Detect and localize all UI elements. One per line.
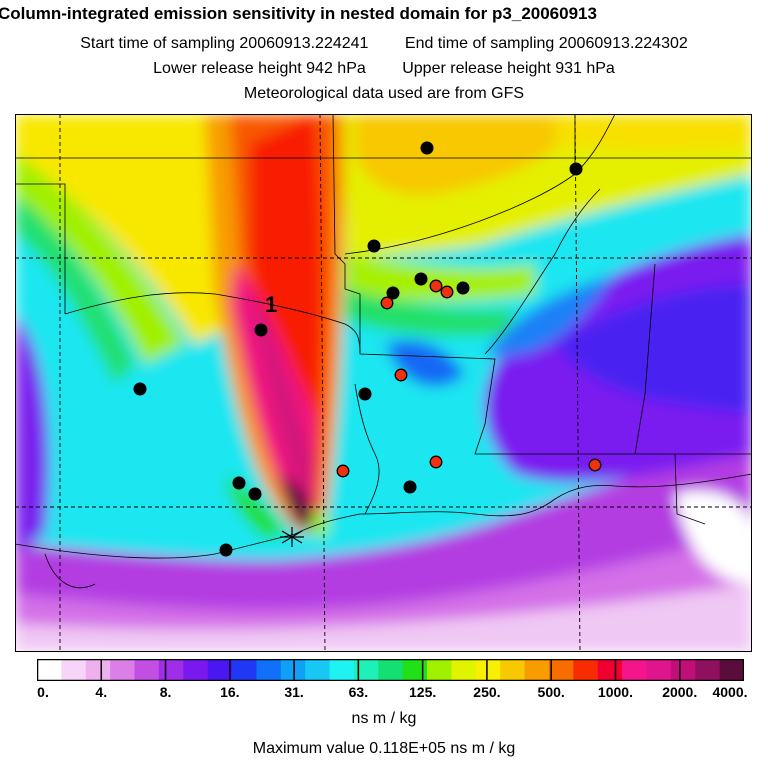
station-black (133, 382, 147, 396)
colorbar-tick-label: 125. (409, 684, 437, 700)
colorbar-segment (573, 659, 599, 681)
colorbar-tick-label: 250. (473, 684, 501, 700)
colorbar-segment (475, 659, 501, 681)
met-data-line: Meteorological data used are from GFS (243, 85, 525, 102)
colorbar-tick-label: 4000. (712, 684, 748, 700)
release-point-marker (280, 527, 304, 547)
start-label: Start time of sampling (80, 35, 235, 52)
colorbar-tick-label: 8. (159, 684, 172, 700)
upper-label: Upper release height (402, 60, 551, 77)
max-number: 0.118E+05 ns m / kg (369, 740, 516, 757)
map-title: Column-integrated emission sensitivity i… (0, 4, 597, 23)
release-heights: Lower release height 942 hPa Upper relea… (0, 60, 768, 78)
colorbar-tick-label: 31. (284, 684, 304, 700)
start-value: 20060913.224241 (239, 35, 369, 52)
station-black (569, 162, 583, 176)
colorbar-segment (37, 659, 62, 681)
colorbar-segment (451, 659, 477, 681)
colorbar-segment (548, 659, 574, 681)
colorbar (37, 659, 744, 681)
colorbar-segment (402, 659, 428, 681)
colorbar-tick-label: 16. (220, 684, 240, 700)
lower-label: Lower release height (153, 60, 302, 77)
maximum-value: Maximum value 0.118E+05 ns m / kg (0, 740, 768, 758)
colorbar-tick-label: 4. (95, 684, 108, 700)
station-black (456, 281, 470, 295)
colorbar-units: ns m / kg (351, 710, 417, 727)
colorbar-segment (85, 659, 111, 681)
station-black (232, 476, 246, 490)
colorbar-segment (134, 659, 160, 681)
station-red (429, 455, 443, 469)
station-black (367, 239, 381, 253)
station-red (429, 279, 443, 293)
colorbar-segment (207, 659, 233, 681)
colorbar-segment (500, 659, 526, 681)
station-black (248, 487, 262, 501)
colorbar-tick-label: 63. (348, 684, 369, 700)
colorbar-segment (719, 659, 744, 681)
sampling-times: Start time of sampling 20060913.224241 E… (0, 35, 768, 53)
colorbar-segment (232, 659, 258, 681)
station-red (336, 464, 350, 478)
colorbar-tick-label: 0. (37, 684, 49, 700)
station-black (403, 480, 417, 494)
colorbar-segment (524, 659, 550, 681)
lower-value: 942 hPa (306, 60, 366, 77)
max-label: Maximum value (252, 740, 365, 757)
end-value: 20060913.224302 (558, 35, 688, 52)
colorbar-segment (622, 659, 648, 681)
colorbar-segment (280, 659, 306, 681)
colorbar-segment (670, 659, 696, 681)
colorbar-segment (597, 659, 623, 681)
colorbar-segment (427, 659, 453, 681)
colorbar-segment (329, 659, 355, 681)
station-black (219, 543, 233, 557)
colorbar-segment (158, 659, 184, 681)
sensitivity-map: 1 (15, 114, 752, 652)
colorbar-segment (183, 659, 209, 681)
colorbar-segment (110, 659, 136, 681)
release-label: 1 (265, 292, 277, 317)
colorbar-tick-label: 2000. (662, 684, 698, 700)
colorbar-segment (61, 659, 87, 681)
station-black (420, 141, 434, 155)
colorbar-segment (256, 659, 282, 681)
colorbar-tick-label: 500. (537, 684, 565, 700)
colorbar-segment (305, 659, 331, 681)
station-black (254, 323, 268, 337)
upper-value: 931 hPa (555, 60, 615, 77)
colorbar-segment (695, 659, 721, 681)
station-black (358, 387, 372, 401)
station-red (440, 285, 454, 299)
end-label: End time of sampling (404, 35, 555, 52)
station-red (588, 458, 602, 472)
station-black (414, 272, 428, 286)
colorbar-segment (646, 659, 672, 681)
colorbar-segment (378, 659, 404, 681)
colorbar-segment (353, 659, 379, 681)
station-red (394, 368, 408, 382)
colorbar-tick-label: 1000. (597, 684, 633, 700)
station-red (380, 296, 394, 310)
station-black (386, 286, 400, 300)
